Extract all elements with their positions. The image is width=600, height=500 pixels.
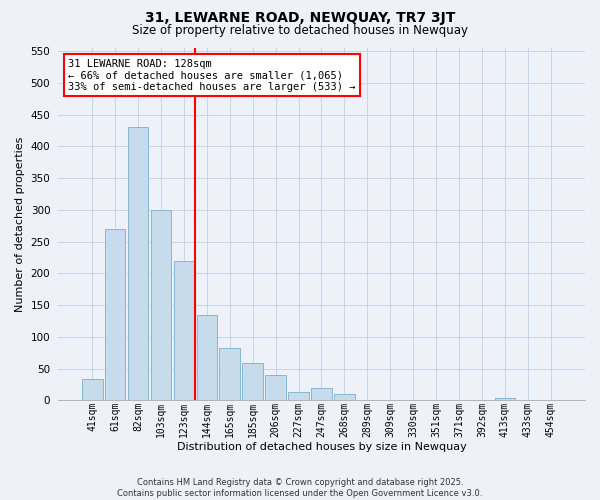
Bar xyxy=(494,398,515,400)
Text: Size of property relative to detached houses in Newquay: Size of property relative to detached ho… xyxy=(132,24,468,37)
Text: Contains HM Land Registry data © Crown copyright and database right 2025.
Contai: Contains HM Land Registry data © Crown c… xyxy=(118,478,482,498)
Bar xyxy=(242,363,263,401)
Bar xyxy=(128,128,148,400)
Bar xyxy=(220,348,240,401)
Bar xyxy=(197,314,217,400)
Text: 31, LEWARNE ROAD, NEWQUAY, TR7 3JT: 31, LEWARNE ROAD, NEWQUAY, TR7 3JT xyxy=(145,11,455,25)
Bar xyxy=(311,388,332,400)
Bar xyxy=(151,210,172,400)
Bar xyxy=(288,392,309,400)
Bar xyxy=(82,380,103,400)
Bar xyxy=(105,229,125,400)
Bar xyxy=(334,394,355,400)
Text: 31 LEWARNE ROAD: 128sqm
← 66% of detached houses are smaller (1,065)
33% of semi: 31 LEWARNE ROAD: 128sqm ← 66% of detache… xyxy=(68,58,356,92)
Y-axis label: Number of detached properties: Number of detached properties xyxy=(15,136,25,312)
X-axis label: Distribution of detached houses by size in Newquay: Distribution of detached houses by size … xyxy=(176,442,466,452)
Bar xyxy=(173,260,194,400)
Bar xyxy=(265,375,286,400)
